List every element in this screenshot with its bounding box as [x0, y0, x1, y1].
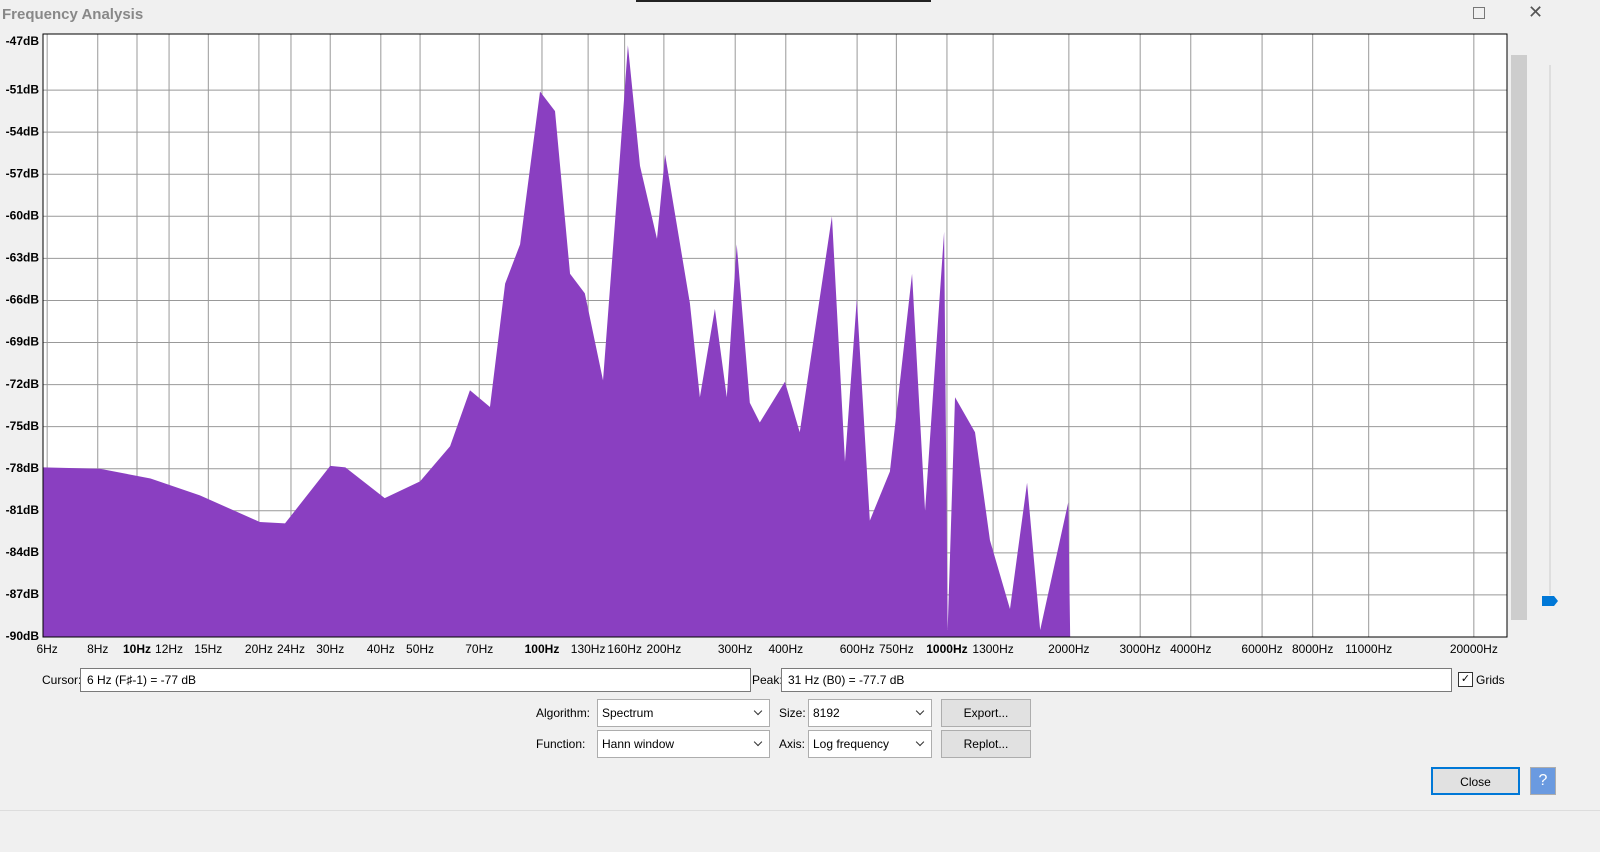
y-tick-label: -60dB — [6, 208, 40, 222]
algorithm-select[interactable]: Spectrum — [597, 699, 770, 727]
y-tick-label: -72dB — [6, 377, 40, 391]
x-tick-label: 20000Hz — [1450, 642, 1498, 656]
x-tick-label: 750Hz — [879, 642, 914, 656]
function-label: Function: — [536, 737, 586, 751]
x-tick-label: 12Hz — [155, 642, 183, 656]
y-tick-label: -47dB — [6, 34, 40, 48]
x-tick-label: 20Hz — [245, 642, 273, 656]
y-tick-label: -90dB — [6, 629, 40, 643]
zoom-slider[interactable] — [1542, 596, 1558, 606]
y-tick-label: -54dB — [6, 124, 40, 138]
spectrum-area — [43, 45, 1071, 637]
export-button[interactable]: Export... — [941, 699, 1031, 727]
algorithm-label: Algorithm: — [536, 706, 591, 720]
x-tick-label: 6000Hz — [1241, 642, 1282, 656]
x-tick-label: 8Hz — [87, 642, 108, 656]
y-tick-label: -78dB — [6, 461, 40, 475]
replot-button[interactable]: Replot... — [941, 730, 1031, 758]
restore-button[interactable] — [1473, 7, 1485, 19]
y-tick-label: -51dB — [6, 82, 40, 96]
peak-field: 31 Hz (B0) = -77.7 dB — [781, 668, 1452, 692]
close-button[interactable]: Close — [1431, 767, 1520, 795]
y-tick-label: -81dB — [6, 503, 40, 517]
x-tick-label: 130Hz — [571, 642, 606, 656]
x-tick-label: 1000Hz — [926, 642, 967, 656]
x-tick-label: 30Hz — [316, 642, 344, 656]
x-tick-label: 200Hz — [647, 642, 682, 656]
status-divider — [0, 810, 1600, 811]
vertical-scrollbar[interactable] — [1511, 55, 1527, 620]
x-tick-label: 24Hz — [277, 642, 305, 656]
size-select[interactable]: 8192 — [808, 699, 932, 727]
x-tick-label: 15Hz — [194, 642, 222, 656]
y-tick-label: -63dB — [6, 251, 40, 265]
x-tick-label: 4000Hz — [1170, 642, 1211, 656]
close-window-button[interactable]: ✕ — [1528, 2, 1544, 22]
axis-label: Axis: — [779, 737, 806, 751]
y-tick-label: -75dB — [6, 419, 40, 433]
axis-select[interactable]: Log frequency — [808, 730, 932, 758]
x-tick-label: 40Hz — [367, 642, 395, 656]
grids-label: Grids — [1476, 673, 1505, 687]
x-tick-label: 160Hz — [607, 642, 642, 656]
x-tick-label: 8000Hz — [1292, 642, 1333, 656]
x-tick-label: 3000Hz — [1119, 642, 1160, 656]
y-tick-label: -84dB — [6, 545, 40, 559]
y-tick-label: -87dB — [6, 587, 40, 601]
peak-label: Peak: — [752, 673, 783, 687]
help-button[interactable]: ? — [1530, 767, 1556, 795]
x-tick-label: 2000Hz — [1048, 642, 1089, 656]
x-tick-label: 300Hz — [718, 642, 753, 656]
x-tick-label: 100Hz — [525, 642, 560, 656]
y-tick-label: -66dB — [6, 293, 40, 307]
x-tick-label: 6Hz — [36, 642, 57, 656]
window-title: Frequency Analysis — [2, 6, 144, 23]
x-tick-label: 1300Hz — [972, 642, 1013, 656]
grids-checkbox[interactable]: ✓ — [1458, 672, 1473, 687]
function-select[interactable]: Hann window — [597, 730, 770, 758]
x-tick-label: 10Hz — [123, 642, 151, 656]
x-tick-label: 400Hz — [768, 642, 803, 656]
cursor-field: 6 Hz (F♯-1) = -77 dB — [80, 668, 751, 692]
x-tick-label: 600Hz — [840, 642, 875, 656]
x-tick-label: 50Hz — [406, 642, 434, 656]
chart: -47dB -51dB -54dB -57dB -60dB -63dB -66dB -69dB… — [6, 33, 1558, 656]
x-tick-label: 70Hz — [465, 642, 493, 656]
title-accent — [636, 0, 931, 2]
size-label: Size: — [779, 706, 806, 720]
y-tick-label: -69dB — [6, 335, 40, 349]
plot-border — [42, 33, 1508, 638]
y-tick-label: -57dB — [6, 166, 40, 180]
x-tick-label: 11000Hz — [1345, 642, 1392, 656]
cursor-label: Cursor: — [42, 673, 82, 687]
